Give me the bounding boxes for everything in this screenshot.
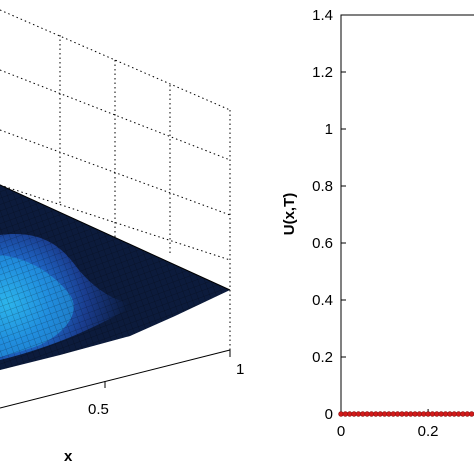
line-plot: 0 0.2 0.4 0.6 0.8 1 1.2 1.4 0 0.2 U(x,T) (281, 7, 474, 440)
y-tick-label: 0 (325, 406, 333, 423)
surface-mesh (0, 184, 231, 370)
data-point (468, 411, 474, 417)
surface-plot: 0.5 1 x (0, 9, 244, 465)
y-axis-title: U(x,T) (281, 193, 298, 236)
x-tick-label: 0 (337, 423, 345, 440)
plot-area-frame (340, 14, 474, 415)
y-tick-label: 0.8 (312, 178, 333, 195)
y-tick-label: 1.4 (312, 7, 333, 24)
surface-x-axis-title: x (64, 448, 73, 465)
surface-x-tick-label: 0.5 (88, 401, 109, 418)
surface-x-axis (0, 349, 231, 409)
y-axis-ticks: 0 0.2 0.4 0.6 0.8 1 1.2 1.4 (312, 7, 346, 423)
surface-x-tick-label: 1 (236, 361, 244, 378)
data-series (338, 411, 474, 417)
x-tick-label: 0.2 (418, 423, 439, 440)
y-tick-label: 1.2 (312, 64, 333, 81)
y-tick-label: 0.4 (312, 292, 333, 309)
surface-box-grid (0, 9, 231, 350)
y-tick-label: 1 (325, 121, 333, 138)
y-tick-label: 0.2 (312, 349, 333, 366)
y-tick-label: 0.6 (312, 235, 333, 252)
